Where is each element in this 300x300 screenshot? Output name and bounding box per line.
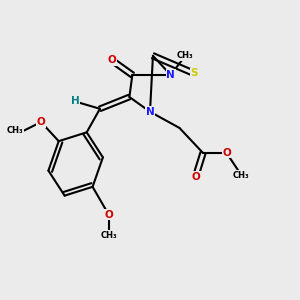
Text: O: O	[37, 117, 45, 127]
Text: N: N	[166, 70, 175, 80]
Text: CH₃: CH₃	[233, 170, 250, 179]
Text: O: O	[191, 172, 200, 182]
Text: O: O	[104, 210, 113, 220]
Text: CH₃: CH₃	[177, 51, 194, 60]
Text: N: N	[146, 107, 154, 117]
Text: CH₃: CH₃	[100, 231, 117, 240]
Text: H: H	[70, 96, 79, 106]
Text: O: O	[107, 55, 116, 65]
Text: S: S	[190, 68, 198, 78]
Text: O: O	[222, 148, 231, 158]
Text: CH₃: CH₃	[7, 126, 23, 135]
